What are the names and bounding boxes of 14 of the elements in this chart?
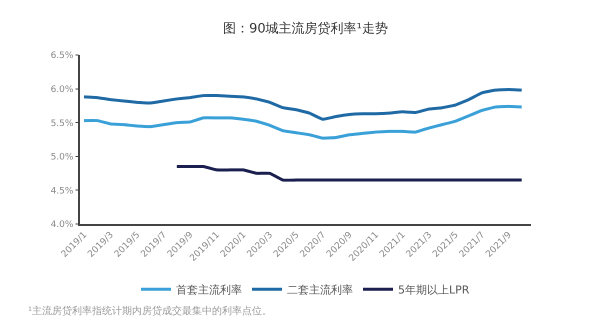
y-tick-label: 4.0% [50, 220, 74, 230]
chart-title: 图：90城主流房贷利率¹走势 [223, 20, 388, 37]
y-tick-label: 5.5% [50, 118, 74, 129]
y-tick-label: 6.5% [50, 51, 74, 62]
line-series [82, 104, 524, 140]
legend-label: 二套主流利率 [287, 283, 353, 296]
line-series [82, 88, 524, 121]
line-series [175, 164, 524, 182]
legend-label: 5年期以上LPR [398, 283, 470, 296]
y-tick-label: 6.0% [50, 84, 74, 95]
legend-label: 首套主流利率 [176, 283, 242, 296]
y-tick-label: 5.0% [50, 152, 74, 163]
y-tick-label: 4.5% [50, 186, 74, 196]
text: ¹主流房贷利率指统计期内房贷成交最集中的利率点位。 [28, 305, 272, 317]
